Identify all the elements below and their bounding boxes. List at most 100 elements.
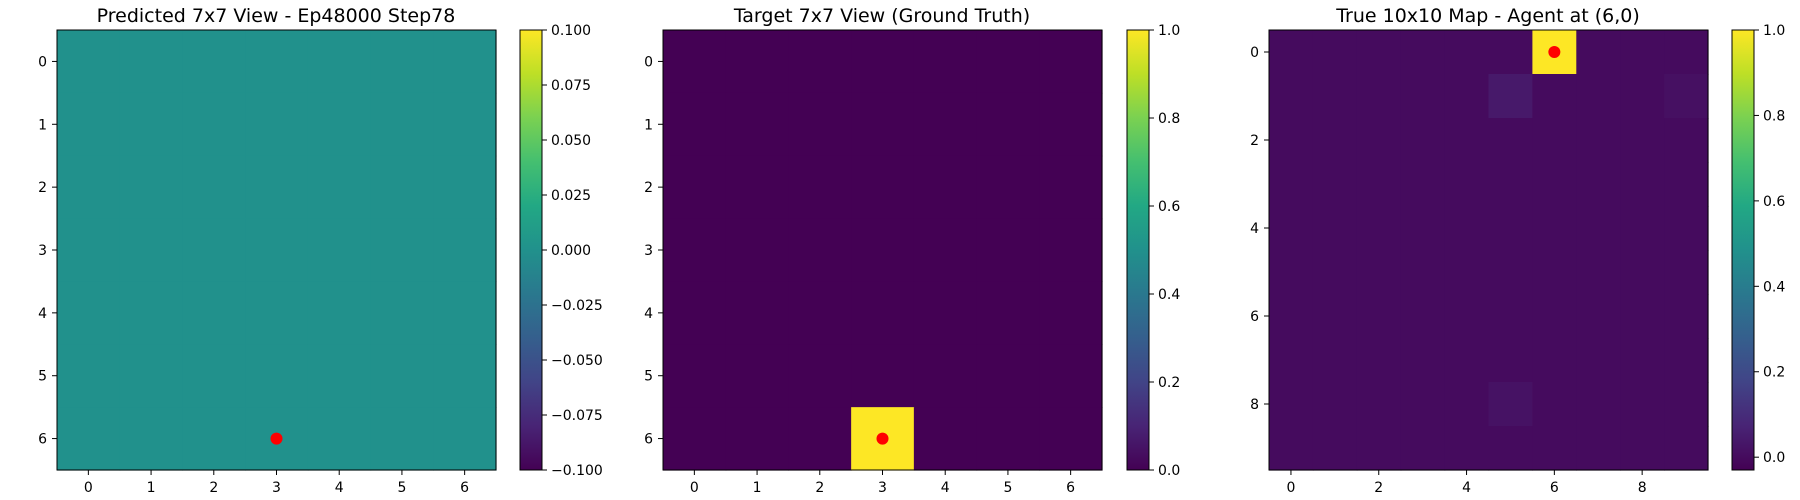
heatmap-cell xyxy=(976,281,1040,345)
colorbar-tick-label: 0.2 xyxy=(1763,365,1785,381)
heatmap-cell xyxy=(788,281,852,345)
heatmap-cell xyxy=(1039,155,1103,220)
heatmap-cell xyxy=(307,92,372,157)
heatmap-cell xyxy=(1312,206,1358,251)
heatmap-cell xyxy=(1356,338,1402,383)
heatmap-cell xyxy=(433,92,497,157)
heatmap-cells xyxy=(57,30,497,471)
heatmap-cell xyxy=(788,155,852,220)
heatmap-cell xyxy=(976,218,1040,283)
heatmap-cell xyxy=(1576,206,1621,251)
colorbar-tick-label: 0.025 xyxy=(551,188,591,204)
heatmap-cell xyxy=(370,30,434,94)
heatmap-cell xyxy=(1444,250,1490,295)
heatmap-cell xyxy=(1444,426,1490,471)
marker-layer xyxy=(270,432,283,445)
colorbar-tick-label: 0.4 xyxy=(1763,279,1785,295)
heatmap-cell xyxy=(1620,206,1665,251)
heatmap-cell xyxy=(663,30,727,94)
chart-title: True 10x10 Map - Agent at (6,0) xyxy=(1335,5,1640,27)
colorbar xyxy=(1731,29,1755,471)
heatmap-cell xyxy=(851,155,915,220)
heatmap-cell xyxy=(851,281,915,345)
heatmap-cell xyxy=(1488,118,1533,163)
heatmap-cell xyxy=(976,30,1040,94)
heatmap-cell xyxy=(663,407,727,471)
heatmap-cell xyxy=(245,92,309,157)
heatmap-cell xyxy=(307,30,372,94)
y-tick-label: 4 xyxy=(1250,221,1259,237)
heatmap-cell xyxy=(1356,250,1402,295)
heatmap-cells xyxy=(663,30,1103,471)
heatmap-cell xyxy=(370,155,434,220)
x-tick-label: 6 xyxy=(1066,480,1075,496)
heatmap-cell xyxy=(1269,294,1314,339)
heatmap-cell xyxy=(1664,426,1709,471)
heatmap-cell xyxy=(1039,407,1103,471)
heatmap-cell xyxy=(1269,338,1314,383)
y-tick-label: 5 xyxy=(38,369,47,385)
marker-layer xyxy=(876,432,889,445)
y-tick-label: 2 xyxy=(644,180,653,196)
plot-frame xyxy=(1268,29,1709,471)
heatmap-cell xyxy=(182,344,246,408)
colorbar-tick-label: −0.075 xyxy=(551,408,603,424)
heatmap-cell xyxy=(1532,382,1577,427)
heatmap-cell xyxy=(1664,250,1709,295)
colorbar-tick-label: 0.000 xyxy=(551,243,591,259)
heatmap-cell xyxy=(433,155,497,220)
heatmap-cell xyxy=(1664,206,1709,251)
heatmap-cell xyxy=(1444,118,1490,163)
heatmap-cell xyxy=(1356,30,1402,75)
heatmap-cell xyxy=(182,407,246,471)
heatmap-cell xyxy=(1312,30,1358,75)
heatmap-cell xyxy=(725,30,790,94)
chart-title: Predicted 7x7 View - Ep48000 Step78 xyxy=(97,5,456,27)
heatmap-cell xyxy=(1444,30,1490,75)
y-tick-label: 2 xyxy=(38,180,47,196)
colorbar-tick-label: 0.050 xyxy=(551,133,591,149)
heatmap-cell xyxy=(119,92,184,157)
heatmap-cell xyxy=(370,344,434,408)
heatmap-cell xyxy=(1664,294,1709,339)
heatmap-cell xyxy=(1488,294,1533,339)
panel-true-map: True 10x10 Map - Agent at (6,0) 0 2 4 6 8 0 2… xyxy=(1250,5,1785,496)
heatmap-cell xyxy=(182,92,246,157)
x-tick-label: 5 xyxy=(1003,480,1012,496)
x-tick-label: 4 xyxy=(1462,480,1471,496)
y-tick-label: 0 xyxy=(644,54,653,70)
heatmap-cell xyxy=(1400,294,1446,339)
heatmap-cell xyxy=(1576,162,1621,207)
heatmap-cell xyxy=(182,218,246,283)
heatmap-cell xyxy=(1488,206,1533,251)
heatmap-cell xyxy=(119,218,184,283)
heatmap-cell xyxy=(1620,338,1665,383)
heatmap-cell xyxy=(1400,30,1446,75)
colorbar-tick-label: 0.0 xyxy=(1763,450,1785,466)
heatmap-cell xyxy=(57,155,121,220)
heatmap-cell xyxy=(1039,218,1103,283)
heatmap-cell xyxy=(370,92,434,157)
colorbar-tick-label: 0.0 xyxy=(1158,463,1180,479)
agent-marker xyxy=(876,432,889,445)
y-tick-label: 1 xyxy=(38,117,47,133)
heatmap-cell xyxy=(1312,382,1358,427)
heatmap-cell xyxy=(1664,30,1709,75)
heatmap-cell xyxy=(1620,30,1665,75)
heatmap-cell xyxy=(976,407,1040,471)
y-tick-label: 3 xyxy=(38,243,47,259)
heatmap-cell xyxy=(307,281,372,345)
heatmap-cell xyxy=(1400,74,1446,119)
heatmap-cell xyxy=(1664,118,1709,163)
heatmap-cell xyxy=(1532,426,1577,471)
x-tick-label: 6 xyxy=(1550,480,1559,496)
colorbar-tick-label: −0.025 xyxy=(551,298,603,314)
heatmap-cell xyxy=(976,92,1040,157)
heatmap-cell xyxy=(1312,250,1358,295)
heatmap-cell xyxy=(1400,426,1446,471)
heatmap-cell xyxy=(1444,294,1490,339)
heatmap-cell xyxy=(1400,250,1446,295)
x-tick-label: 4 xyxy=(335,480,344,496)
heatmap-cell xyxy=(1532,74,1577,119)
colorbar-tick-label: 0.6 xyxy=(1763,194,1785,210)
